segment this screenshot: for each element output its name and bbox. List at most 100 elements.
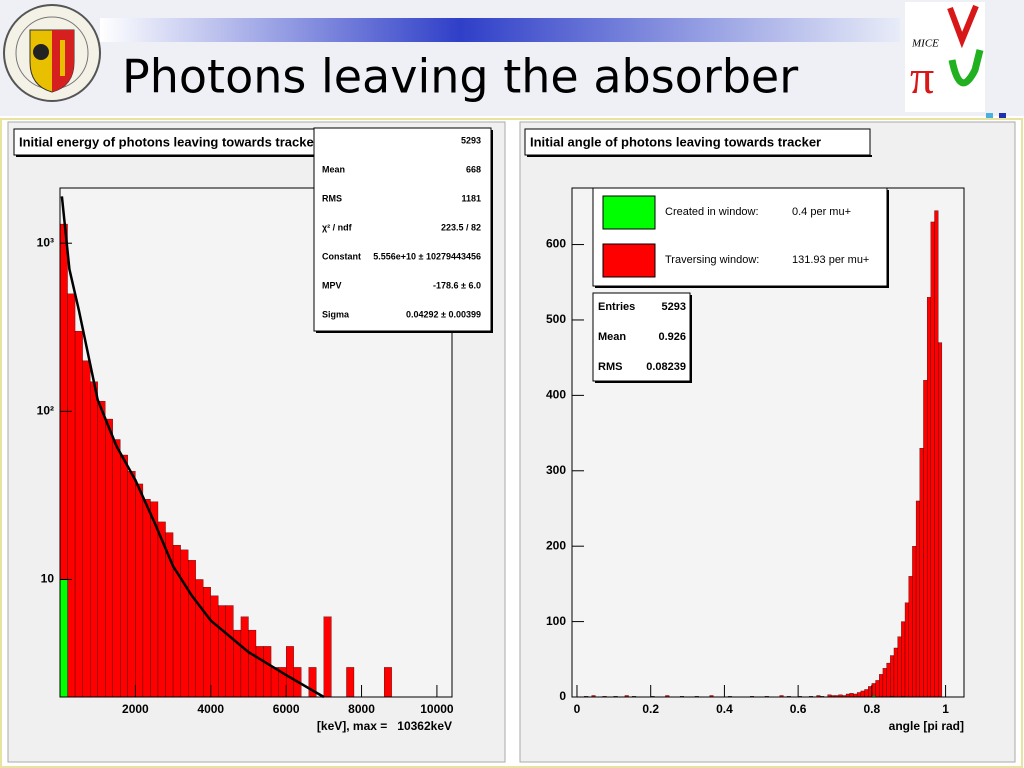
stats-value: 223.5 / 82 xyxy=(441,222,481,232)
stats-box xyxy=(592,292,691,382)
x-tick-label: 1 xyxy=(942,702,949,716)
y-tick-label: 10² xyxy=(37,404,54,418)
stats-value: 0.926 xyxy=(658,331,686,343)
histogram-bar xyxy=(886,662,891,698)
stats-value: 0.04292 ± 0.00399 xyxy=(406,309,481,319)
y-tick-label: 500 xyxy=(546,312,566,326)
y-tick-label: 10 xyxy=(41,572,55,586)
histogram-bar xyxy=(240,616,249,698)
histogram-bar xyxy=(225,605,234,698)
histogram-bar xyxy=(286,646,294,698)
histogram-bar xyxy=(938,342,943,698)
histogram-bar xyxy=(112,439,121,698)
title-box xyxy=(524,128,871,156)
x-axis-label: angle [pi rad] xyxy=(889,719,964,733)
histogram-bar xyxy=(90,381,98,698)
histogram-bar xyxy=(97,400,106,698)
histogram-bar xyxy=(912,546,917,698)
y-tick-label: 400 xyxy=(546,388,566,402)
histogram-bar xyxy=(82,360,91,698)
histogram-bar xyxy=(127,471,136,698)
stats-label: χ² / ndf xyxy=(322,222,353,232)
stats-label: Constant xyxy=(322,251,361,261)
histogram-bar xyxy=(860,690,865,698)
stats-label: MPV xyxy=(322,280,342,290)
histogram-bar xyxy=(74,330,83,698)
histogram-bar xyxy=(255,646,264,698)
legend-rate: 0.4 per mu+ xyxy=(792,206,851,218)
stats-value: 0.08239 xyxy=(646,361,686,373)
stats-label: Mean xyxy=(322,164,345,174)
legend-swatch xyxy=(602,195,656,230)
legend-name: Created in window: xyxy=(665,206,759,218)
histogram-bar xyxy=(263,646,272,698)
histogram-bar xyxy=(908,576,913,698)
x-tick-label: 0 xyxy=(574,702,581,716)
fit-curve xyxy=(60,196,325,699)
y-tick-label: 200 xyxy=(546,538,566,552)
histogram-bar xyxy=(890,655,895,698)
legend-swatch xyxy=(602,243,656,278)
histogram-bar xyxy=(875,680,880,698)
legend-name: Traversing window: xyxy=(665,254,759,266)
histogram-bar xyxy=(915,500,920,698)
histogram-bar xyxy=(195,579,204,698)
x-tick-label: 0.6 xyxy=(790,702,807,716)
y-tick-label: 100 xyxy=(546,614,566,628)
x-tick-label: 6000 xyxy=(273,702,300,716)
stats-label: RMS xyxy=(322,193,342,203)
stats-box xyxy=(313,127,492,332)
histogram-bar xyxy=(849,693,854,698)
y-tick-label: 0 xyxy=(559,689,566,703)
title-shadow xyxy=(16,155,362,157)
histogram-bar xyxy=(930,221,935,698)
histogram-bar xyxy=(868,686,873,698)
deco xyxy=(999,113,1006,119)
x-tick-label: 0.4 xyxy=(716,702,733,716)
histogram-bar xyxy=(203,587,211,698)
histogram-bar xyxy=(879,674,884,698)
histogram-bar xyxy=(120,454,128,698)
histogram-bar xyxy=(218,605,226,698)
y-tick-label: 10³ xyxy=(37,235,54,249)
plot-border xyxy=(59,187,453,698)
title-shadow xyxy=(527,155,872,157)
histogram-bar xyxy=(934,210,939,698)
stats-value: 1181 xyxy=(461,193,481,203)
stats-value: 668 xyxy=(466,164,481,174)
histogram-bar xyxy=(67,293,76,698)
histogram-bar xyxy=(923,380,928,698)
chart-title: Initial angle of photons leaving towards… xyxy=(530,134,821,149)
stats-value: 5293 xyxy=(461,135,481,145)
y-tick-label: 600 xyxy=(546,237,566,251)
histogram-bar xyxy=(856,692,861,698)
histogram-bar xyxy=(210,595,219,698)
histogram-bar xyxy=(882,668,887,698)
histogram-bar xyxy=(346,667,355,698)
histogram-bar xyxy=(926,297,931,698)
header-bar xyxy=(100,18,900,42)
stats-value: 5.556e+10 ± 10279443456 xyxy=(373,251,481,261)
stats-value: -178.6 ± 6.0 xyxy=(433,280,481,290)
x-tick-label: 4000 xyxy=(197,702,224,716)
histogram-bar xyxy=(59,579,68,698)
histogram-bar xyxy=(105,418,113,698)
histogram-bar xyxy=(248,629,257,698)
histogram-bar xyxy=(142,499,151,698)
histogram-bar xyxy=(864,689,869,698)
x-tick-label: 0.8 xyxy=(864,702,881,716)
slide-title: Photons leaving the absorber xyxy=(122,50,798,104)
deco xyxy=(986,113,993,119)
histogram-bar xyxy=(904,602,909,698)
stats-label: Mean xyxy=(598,331,626,343)
x-tick-label: 0.2 xyxy=(642,702,659,716)
histogram-bar xyxy=(270,667,279,698)
histogram-bar xyxy=(188,560,196,698)
histogram-bar xyxy=(384,667,392,698)
logo-text: MICE xyxy=(911,38,939,50)
histogram-bar xyxy=(893,647,898,698)
histogram-bar xyxy=(323,616,332,698)
stats-label: Sigma xyxy=(322,309,350,319)
y-tick-label: 300 xyxy=(546,463,566,477)
x-tick-label: 10000 xyxy=(420,702,454,716)
